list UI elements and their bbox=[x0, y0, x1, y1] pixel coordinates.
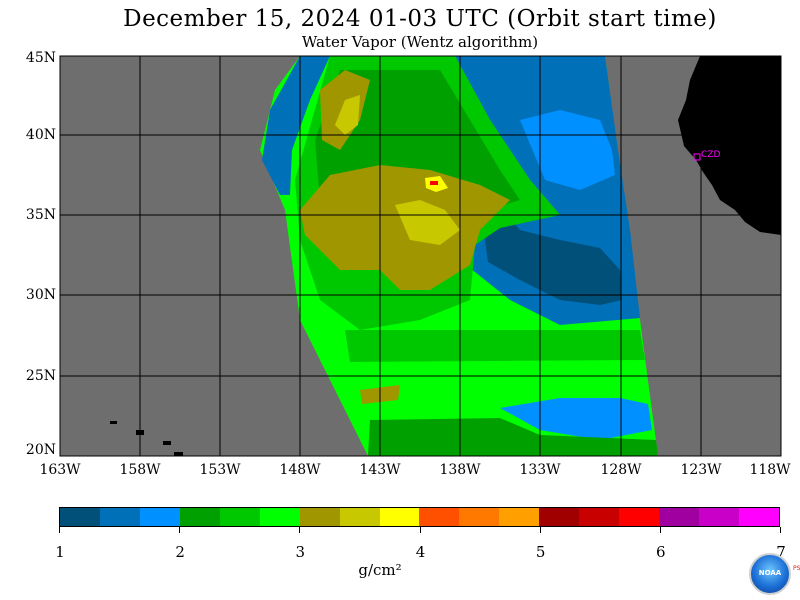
map-subtitle: Water Vapor (Wentz algorithm) bbox=[301, 33, 539, 51]
swath-dry-northwest bbox=[262, 56, 330, 195]
map-grid bbox=[60, 56, 781, 456]
swath-dry-deep bbox=[485, 200, 622, 305]
station-label-czd: CZD bbox=[701, 150, 720, 160]
lon-label-118w: 118W bbox=[749, 462, 791, 478]
colorbar-tick bbox=[59, 527, 60, 533]
colorbar-swatch bbox=[539, 508, 580, 526]
swath-south-dark-2 bbox=[368, 418, 658, 456]
lon-label-133w: 133W bbox=[519, 462, 561, 478]
noaa-logo: NOAA bbox=[749, 553, 791, 595]
colorbar-tick bbox=[780, 527, 781, 533]
noaa-logo-text: NOAA bbox=[758, 569, 782, 577]
colorbar-label: 6 bbox=[656, 543, 666, 561]
lon-label-148w: 148W bbox=[279, 462, 321, 478]
colorbar-swatch bbox=[579, 508, 620, 526]
lon-label-128w: 128W bbox=[600, 462, 642, 478]
colorbar-swatch bbox=[99, 508, 140, 526]
map-title: December 15, 2024 01-03 UTC (Orbit start… bbox=[123, 6, 717, 32]
colorbar-swatch bbox=[459, 508, 500, 526]
colorbar-swatch bbox=[379, 508, 420, 526]
lat-label-40n: 40N bbox=[25, 127, 56, 143]
colorbar-label: 2 bbox=[175, 543, 185, 561]
colorbar-swatch bbox=[499, 508, 540, 526]
colorbar-swatch bbox=[738, 508, 779, 526]
colorbar-label: 3 bbox=[295, 543, 306, 561]
lat-label-25n: 25N bbox=[25, 368, 56, 384]
colorbar-swatch bbox=[259, 508, 300, 526]
colorbar-swatch bbox=[139, 508, 180, 526]
lon-label-163w: 163W bbox=[39, 462, 81, 478]
colorbar-tick bbox=[659, 527, 661, 533]
colorbar-swatch bbox=[659, 508, 699, 526]
swath-moist-max bbox=[430, 181, 438, 185]
colorbar-swatch bbox=[179, 508, 220, 526]
station-marker-czd bbox=[693, 153, 701, 161]
colorbar-label: 7 bbox=[776, 543, 786, 561]
colorbar bbox=[59, 507, 780, 527]
swath-south-dark bbox=[345, 330, 645, 362]
swath-moist-yellowgreen-2 bbox=[335, 95, 360, 135]
swath-south-dry bbox=[500, 398, 652, 440]
colorbar-label: 1 bbox=[55, 543, 65, 561]
colorbar-swatch bbox=[419, 508, 460, 526]
colorbar-label: 5 bbox=[535, 543, 546, 561]
lat-label-35n: 35N bbox=[25, 207, 56, 223]
lon-label-158w: 158W bbox=[119, 462, 161, 478]
swath-dry-mid bbox=[520, 110, 615, 190]
land-california bbox=[678, 56, 781, 235]
lon-label-143w: 143W bbox=[359, 462, 401, 478]
colorbar-swatch bbox=[60, 508, 100, 526]
colorbar-tick bbox=[419, 527, 421, 533]
colorbar-swatch bbox=[699, 508, 739, 526]
colorbar-tick bbox=[539, 527, 541, 533]
swath bbox=[260, 56, 658, 456]
colorbar-swatch bbox=[299, 508, 340, 526]
colorbar-swatch bbox=[619, 508, 660, 526]
lon-label-123w: 123W bbox=[680, 462, 722, 478]
lat-label-45n: 45N bbox=[25, 50, 56, 66]
colorbar-swatch bbox=[339, 508, 380, 526]
lat-label-20n: 20N bbox=[25, 442, 56, 458]
psl-logo-text: PSL bbox=[793, 565, 800, 572]
map-frame bbox=[59, 55, 782, 457]
lon-label-153w: 153W bbox=[199, 462, 241, 478]
colorbar-units: g/cm² bbox=[358, 561, 402, 579]
swath-moist-yellowgreen bbox=[395, 200, 460, 245]
lat-label-30n: 30N bbox=[25, 287, 56, 303]
colorbar-tick bbox=[179, 527, 181, 533]
lon-label-138w: 138W bbox=[439, 462, 481, 478]
colorbar-tick bbox=[299, 527, 301, 533]
colorbar-swatch bbox=[219, 508, 260, 526]
colorbar-label: 4 bbox=[415, 543, 426, 561]
